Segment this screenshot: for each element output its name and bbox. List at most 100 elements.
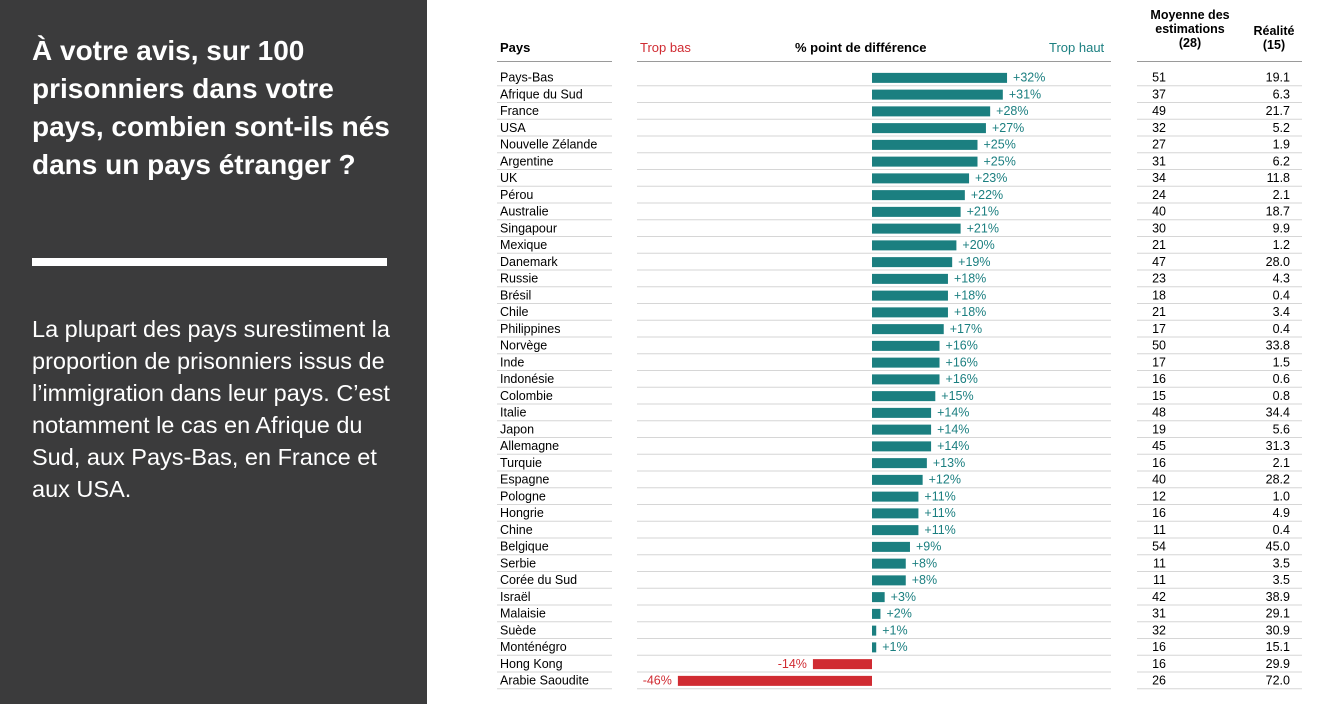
country-label: Israël [500,590,531,604]
country-label: Hong Kong [500,657,563,671]
country-label: Turquie [500,456,542,470]
average-estimate-value: 21 [1152,305,1166,319]
bar-value-label: +9% [916,540,941,554]
difference-bar [872,123,986,134]
divider [32,258,387,266]
bar-value-label: +17% [950,322,982,336]
average-estimate-value: 16 [1152,372,1166,386]
country-label: Australie [500,205,549,219]
country-label: Mexique [500,238,547,252]
country-label: Indonésie [500,372,554,386]
difference-bar [872,240,957,251]
country-label: Italie [500,406,526,420]
country-label: Brésil [500,288,531,302]
reality-value: 0.8 [1273,389,1290,403]
difference-bar [872,290,948,301]
reality-value: 5.2 [1273,121,1290,135]
average-estimate-value: 26 [1152,674,1166,688]
difference-bar [872,89,1003,100]
country-label: Inde [500,355,524,369]
reality-value: 2.1 [1273,456,1290,470]
average-estimate-value: 17 [1152,322,1166,336]
average-estimate-value: 16 [1152,506,1166,520]
bar-value-label: +27% [992,121,1024,135]
difference-bar [872,357,940,368]
bar-value-label: +12% [929,473,961,487]
reality-value: 0.4 [1273,523,1290,537]
reality-value: 4.3 [1273,272,1290,286]
reality-value: 9.9 [1273,221,1290,235]
country-label: Afrique du Sud [500,87,583,101]
country-label: Serbie [500,556,536,570]
difference-bar [872,575,906,586]
difference-bar [872,608,881,619]
country-label: Arabie Saoudite [500,674,589,688]
difference-bar [872,273,948,284]
reality-value: 5.6 [1273,422,1290,436]
average-estimate-value: 42 [1152,590,1166,604]
bar-value-label: -46% [643,674,672,688]
country-label: Corée du Sud [500,573,577,587]
reality-value: 28.0 [1266,255,1290,269]
bar-value-label: +14% [937,406,969,420]
difference-bar [872,525,919,536]
bar-value-label: +21% [967,221,999,235]
bar-value-label: +11% [924,506,955,520]
reality-value: 34.4 [1266,406,1290,420]
average-estimate-value: 50 [1152,339,1166,353]
average-estimate-value: 16 [1152,657,1166,671]
difference-bar [872,156,978,167]
bar-value-label: +19% [958,255,990,269]
left-panel: À votre avis, sur 100 prisonniers dans v… [0,0,427,704]
average-estimate-value: 31 [1152,154,1166,168]
average-estimate-value: 11 [1153,523,1166,537]
difference-bar [872,424,932,435]
average-estimate-value: 27 [1152,138,1166,152]
difference-bar [872,106,991,117]
bar-value-label: +18% [954,288,986,302]
difference-bar [872,391,936,402]
difference-bar [872,72,1008,83]
country-label: Chile [500,305,529,319]
average-estimate-value: 11 [1153,556,1166,570]
reality-value: 33.8 [1266,339,1290,353]
reality-value: 0.6 [1273,372,1290,386]
bar-value-label: +20% [962,238,994,252]
average-estimate-value: 40 [1152,473,1166,487]
difference-bar [872,173,970,184]
bar-value-label: +14% [937,422,969,436]
country-label: Belgique [500,540,549,554]
header-rule-country [497,61,612,62]
bar-value-label: +21% [967,205,999,219]
average-estimate-value: 18 [1152,288,1166,302]
average-estimate-value: 11 [1153,573,1166,587]
average-estimate-value: 19 [1152,422,1166,436]
reality-value: 3.5 [1273,556,1290,570]
average-estimate-value: 23 [1152,272,1166,286]
difference-bar [872,458,927,469]
reality-value: 29.1 [1266,607,1290,621]
country-label: Singapour [500,221,557,235]
difference-bar [872,374,940,385]
average-estimate-value: 24 [1152,188,1166,202]
difference-bar [872,592,885,603]
bar-value-label: +18% [954,272,986,286]
average-estimate-value: 48 [1152,406,1166,420]
reality-value: 45.0 [1266,540,1290,554]
bar-value-label: +18% [954,305,986,319]
bar-value-label: +25% [984,154,1016,168]
average-estimate-value: 54 [1152,540,1166,554]
difference-bar [872,558,906,569]
reality-value: 4.9 [1273,506,1290,520]
average-estimate-value: 37 [1152,87,1166,101]
country-label: Philippines [500,322,560,336]
average-estimate-value: 51 [1152,71,1166,85]
average-header-line2: estimations [1155,22,1225,36]
bar-value-label: +28% [996,104,1028,118]
average-estimate-value: 12 [1152,489,1166,503]
bar-value-label: +11% [924,489,955,503]
difference-column-header: % point de différence [795,40,927,55]
bar-value-label: +11% [924,523,955,537]
difference-bar [812,659,872,670]
difference-bar [872,407,932,418]
